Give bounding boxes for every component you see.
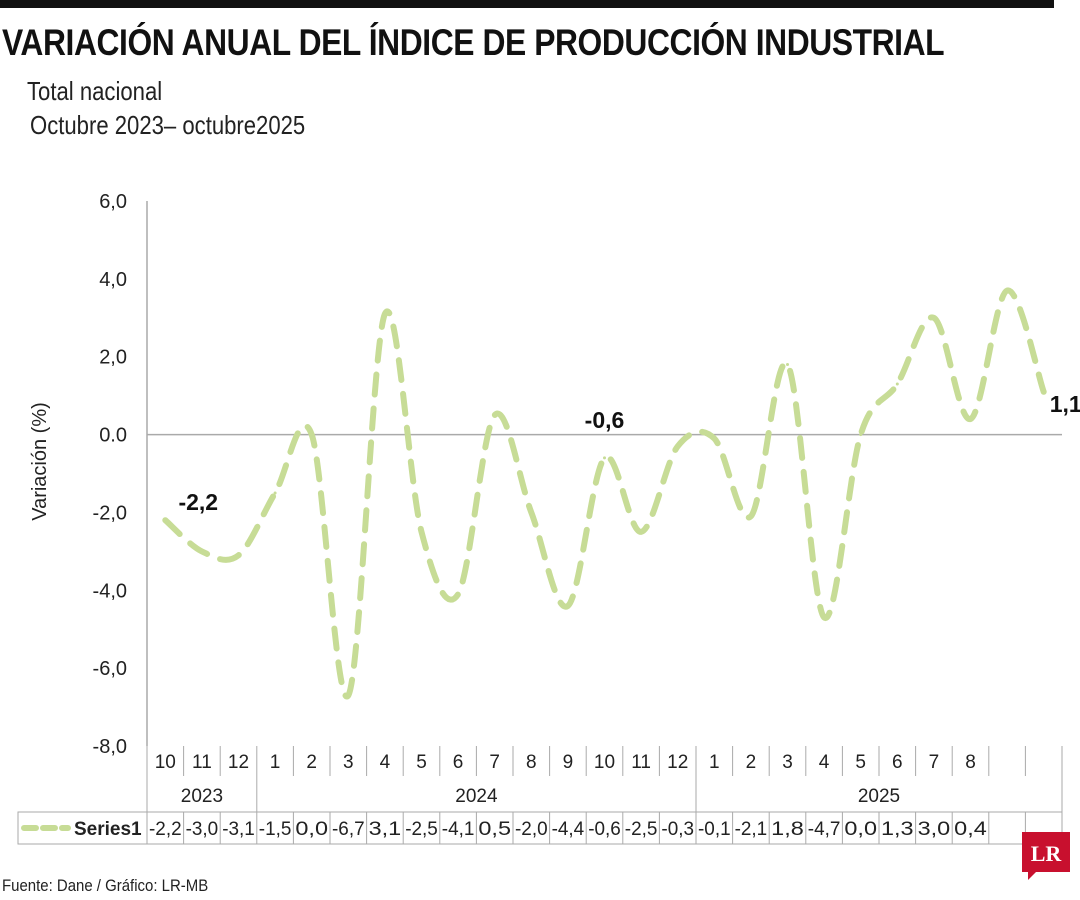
data-table-value: -1,5 [259, 819, 292, 840]
x-tick-label: 1 [709, 752, 720, 773]
data-point [822, 616, 826, 620]
data-table-value: -4,7 [808, 819, 841, 840]
x-tick-label: 4 [380, 752, 391, 773]
data-point [859, 433, 863, 437]
logo-text: LR [1031, 841, 1063, 866]
data-table-value: -0,3 [661, 819, 694, 840]
data-table-value: -2,0 [515, 819, 548, 840]
y-tick-label: 6,0 [99, 191, 127, 213]
x-tick-label: 8 [965, 752, 976, 773]
x-tick-label: 7 [929, 752, 940, 773]
y-tick-label: 4,0 [99, 269, 127, 291]
x-tick-label: 8 [526, 752, 537, 773]
data-table-value: 1,3 [881, 819, 914, 840]
data-point [603, 456, 606, 460]
data-point [420, 530, 423, 534]
data-table-value: -4,1 [442, 819, 475, 840]
logo-badge [1022, 832, 1070, 880]
data-point [273, 491, 277, 495]
data-table-value: -2,5 [625, 819, 658, 840]
top-rule [0, 0, 1054, 8]
data-point [346, 693, 350, 697]
y-tick-label: -4,0 [93, 580, 127, 602]
x-tick-label: 12 [228, 752, 249, 773]
x-tick-label: 10 [155, 752, 176, 773]
x-tick-label: 5 [855, 752, 866, 773]
y-tick-label: -8,0 [93, 736, 127, 758]
x-tick-label: 5 [416, 752, 427, 773]
data-point [895, 382, 899, 386]
x-tick-label: 3 [343, 752, 354, 773]
data-table-value: -3,0 [186, 819, 219, 840]
x-tick-label: 6 [453, 752, 464, 773]
x-tick-label: 2 [746, 752, 757, 773]
data-point [1005, 289, 1009, 293]
chart-period: Octubre 2023– octubre2025 [30, 110, 306, 140]
data-label: -0,6 [585, 407, 625, 433]
x-tick-label: 6 [892, 752, 903, 773]
line-chart: 6,0 4,0 2,0 0.0 -2,0 -4,0 -6,0 -8,0 Variación (%… [17, 191, 1080, 845]
lr-logo: LR [1022, 832, 1070, 880]
data-table-value: -6,7 [332, 819, 365, 840]
data-table-value: 0,4 [954, 819, 987, 840]
x-tick-label: 12 [667, 752, 688, 773]
y-tick-label: 2,0 [99, 347, 127, 369]
year-label: 2023 [181, 786, 223, 807]
data-table-value: -2,5 [405, 819, 438, 840]
x-tick-label: 11 [631, 752, 651, 773]
y-axis-title: Variación (%) [29, 402, 51, 521]
data-point [237, 553, 240, 557]
chart-title: VARIACIÓN ANUAL DEL ÍNDICE DE PRODUCCIÓN… [2, 22, 945, 63]
data-table-value: -4,4 [552, 819, 585, 840]
data-point [639, 530, 643, 534]
data-table-value: 0,0 [844, 819, 877, 840]
y-tick-label: -2,0 [93, 502, 127, 524]
chart-subtitle: Total nacional [27, 76, 163, 106]
legend-label: Series1 [74, 819, 142, 840]
y-tick-label: -6,0 [93, 658, 127, 680]
data-label: -2,2 [178, 489, 218, 515]
x-tick-label: 10 [594, 752, 615, 773]
data-point [200, 549, 204, 553]
series-line [162, 287, 1047, 700]
data-point [310, 433, 314, 437]
data-point [529, 510, 533, 514]
data-point [969, 417, 972, 421]
data-label: 1,1 [1050, 391, 1080, 417]
data-table-value: -2,1 [735, 819, 768, 840]
x-tick-label: 11 [192, 752, 212, 773]
x-tick-label: 1 [270, 752, 281, 773]
data-point [1042, 390, 1046, 394]
data-table-value: 3,0 [918, 819, 951, 840]
year-label: 2025 [858, 786, 900, 807]
data-point [676, 444, 680, 448]
data-table-value: 0,5 [478, 819, 511, 840]
x-tick-label: 4 [819, 752, 830, 773]
x-tick-label: 7 [489, 752, 500, 773]
source-note: Fuente: Dane / Gráfico: LR-MB [2, 876, 209, 895]
x-tick-label: 3 [782, 752, 793, 773]
data-point [749, 514, 753, 518]
x-tick-label: 2 [306, 752, 317, 773]
data-table-value: 1,8 [771, 819, 804, 840]
y-tick-label: 0.0 [99, 425, 127, 447]
data-point [383, 312, 387, 316]
data-table-value: 0,0 [295, 819, 328, 840]
data-point [456, 592, 460, 596]
data-table-value: 3,1 [369, 819, 402, 840]
data-point [163, 518, 167, 522]
data-table-value: -0,1 [698, 819, 731, 840]
data-point [493, 413, 497, 417]
data-point [786, 363, 789, 366]
data-point [712, 436, 716, 440]
year-label: 2024 [455, 786, 498, 807]
data-table-value: -3,1 [222, 819, 255, 840]
data-table-value: -0,6 [588, 819, 621, 840]
data-point [566, 604, 570, 608]
data-point [932, 316, 936, 320]
data-table-value: -2,2 [149, 819, 182, 840]
x-tick-label: 9 [563, 752, 574, 773]
